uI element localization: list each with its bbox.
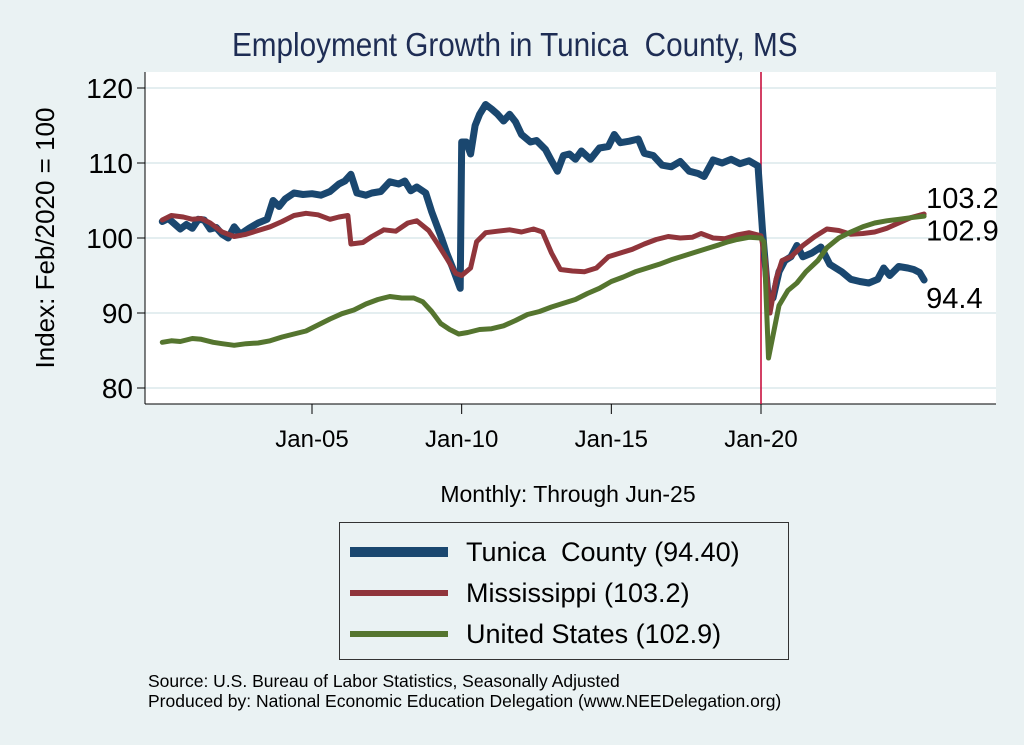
legend: Tunica County (94.40) Mississippi (103.2… (339, 522, 789, 660)
x-axis: Jan-05 Jan-10 Jan-15 Jan-20 (145, 403, 996, 453)
legend-label-mississippi: Mississippi (103.2) (466, 577, 690, 608)
x-tick-label: Jan-15 (575, 426, 648, 453)
end-label-united-states: 102.9 (926, 215, 999, 247)
legend-label-tunica: Tunica County (94.40) (466, 536, 740, 567)
source-note: Source: U.S. Bureau of Labor Statistics,… (148, 671, 620, 691)
x-tick-label: Jan-10 (425, 426, 498, 453)
legend-item-mississippi: Mississippi (103.2) (350, 578, 690, 608)
legend-item-united-states: United States (102.9) (350, 619, 721, 649)
legend-swatch-tunica (350, 547, 448, 557)
legend-swatch-united-states (350, 631, 448, 637)
y-tick-label: 110 (88, 148, 133, 179)
legend-label-united-states: United States (102.9) (466, 618, 722, 649)
end-label-tunica: 94.4 (926, 283, 982, 315)
end-label-mississippi: 103.2 (926, 183, 999, 215)
y-tick-label: 100 (86, 223, 133, 254)
x-tick-label: Jan-20 (724, 426, 797, 453)
legend-swatch-mississippi (350, 590, 448, 596)
producer-note: Produced by: National Economic Education… (148, 691, 782, 711)
chart-title: Employment Growth in Tunica County, MS (231, 26, 798, 63)
series-line-mississippi (159, 210, 927, 316)
y-axis-label: Index: Feb/2020 = 100 (30, 108, 60, 369)
y-tick-label: 120 (86, 73, 133, 104)
y-axis: 80 90 100 110 120 (86, 72, 146, 404)
x-axis-label: Monthly: Through Jun-25 (440, 481, 695, 507)
series-line-united-states (159, 213, 927, 361)
x-tick-label: Jan-05 (275, 426, 348, 453)
y-tick-label: 80 (102, 373, 133, 404)
gridlines (145, 87, 996, 389)
series-lines (158, 72, 928, 404)
y-tick-label: 90 (102, 298, 133, 329)
legend-item-tunica: Tunica County (94.40) (350, 537, 740, 567)
